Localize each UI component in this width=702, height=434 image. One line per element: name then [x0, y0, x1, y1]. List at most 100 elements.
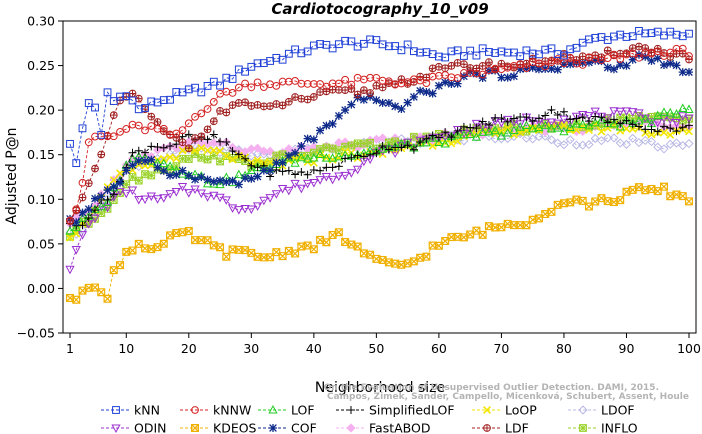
data-point	[347, 100, 356, 109]
data-point	[247, 174, 256, 183]
data-point	[497, 47, 506, 56]
data-point	[428, 64, 437, 73]
data-point	[247, 83, 256, 92]
data-point	[197, 88, 206, 97]
data-point	[372, 149, 381, 158]
data-point	[491, 124, 500, 133]
data-point	[366, 35, 375, 44]
data-point	[659, 144, 669, 154]
data-point	[171, 143, 181, 153]
data-point	[359, 39, 368, 48]
data-point	[646, 136, 657, 147]
data-point	[566, 60, 575, 69]
data-point	[472, 51, 481, 60]
data-point	[209, 98, 218, 106]
data-point	[597, 113, 606, 122]
data-point	[635, 26, 643, 35]
data-point	[560, 59, 568, 68]
data-point	[297, 167, 306, 176]
data-point	[535, 125, 543, 133]
data-point	[222, 138, 231, 147]
chart-title: Cardiotocography_10_v09	[271, 0, 488, 18]
data-point	[141, 156, 150, 165]
data-point	[265, 146, 275, 156]
data-point	[503, 117, 512, 126]
data-point	[297, 142, 306, 151]
data-point	[535, 50, 543, 59]
data-point	[259, 83, 268, 92]
data-point	[665, 107, 675, 117]
data-point	[116, 189, 124, 197]
data-point	[309, 166, 318, 175]
data-point	[147, 97, 156, 106]
data-point	[635, 53, 643, 62]
data-point	[222, 108, 231, 117]
data-point	[146, 192, 156, 202]
data-point	[453, 74, 462, 82]
data-point	[171, 148, 181, 158]
data-point	[147, 155, 156, 164]
data-point	[328, 144, 337, 153]
data-point	[221, 196, 231, 205]
data-point	[546, 135, 557, 145]
data-point	[572, 43, 581, 52]
data-point	[466, 67, 475, 76]
legend-item-cof: COF	[258, 421, 317, 434]
legend-label: ODIN	[134, 421, 167, 434]
data-point	[566, 45, 575, 54]
data-point	[184, 171, 193, 180]
data-point	[341, 75, 350, 84]
data-point	[72, 159, 81, 168]
data-point	[466, 69, 475, 77]
data-point	[291, 249, 300, 258]
data-point	[553, 123, 563, 132]
data-point	[484, 126, 494, 136]
data-point	[540, 119, 550, 128]
data-point	[591, 56, 600, 65]
data-point	[227, 204, 238, 213]
data-point	[653, 142, 663, 152]
data-point	[403, 40, 412, 49]
data-point	[516, 52, 525, 61]
data-point	[447, 79, 456, 88]
data-point	[453, 126, 462, 135]
data-point	[453, 129, 463, 139]
data-point	[484, 66, 493, 75]
data-point	[228, 146, 237, 155]
data-point	[216, 176, 225, 185]
data-point	[496, 131, 507, 140]
data-point	[522, 64, 531, 72]
data-point	[678, 123, 687, 132]
data-point	[397, 46, 406, 55]
data-point	[559, 115, 569, 125]
data-point	[327, 175, 338, 185]
data-point	[297, 94, 306, 103]
legend-item-knn: kNN	[101, 403, 160, 418]
data-point	[546, 118, 557, 128]
data-point	[621, 107, 632, 116]
data-point	[272, 158, 281, 167]
data-point	[384, 145, 393, 154]
data-point	[197, 144, 206, 152]
data-point	[590, 107, 600, 117]
data-point	[596, 115, 607, 124]
data-point	[377, 144, 388, 153]
data-point	[321, 153, 331, 162]
data-point	[559, 126, 569, 136]
data-point	[234, 206, 244, 215]
data-point	[128, 148, 137, 157]
data-point	[596, 136, 607, 146]
data-point	[222, 73, 231, 82]
data-point	[647, 130, 656, 139]
data-point	[584, 120, 594, 130]
data-point	[112, 406, 120, 414]
data-point	[241, 67, 249, 76]
y-axis: −0.05 0.00 0.05 0.10 0.15 0.20 0.25 0.30	[17, 14, 63, 341]
data-point	[228, 155, 237, 164]
data-point	[572, 114, 581, 123]
data-point	[422, 87, 431, 96]
data-point	[560, 51, 568, 60]
data-point	[197, 132, 206, 141]
legend-item-ldf: LDF	[472, 421, 529, 434]
data-point	[309, 135, 318, 144]
